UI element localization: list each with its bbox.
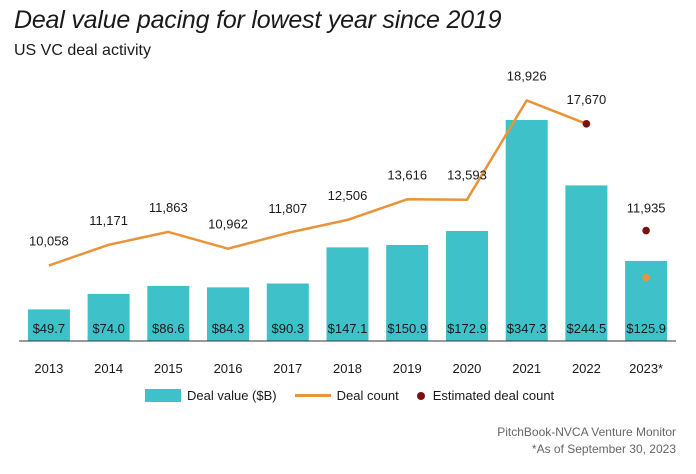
line-value-label: 13,593 xyxy=(447,168,487,183)
legend-bar-swatch xyxy=(145,389,181,402)
bar-2018 xyxy=(326,247,369,341)
bar-2021 xyxy=(505,120,548,341)
x-tick-label: 2019 xyxy=(393,361,422,376)
estimated-value-label: 11,935 xyxy=(627,201,666,216)
estimated-dot xyxy=(642,226,650,235)
bar-2015 xyxy=(147,285,190,341)
current-dot xyxy=(642,273,650,282)
legend-item-deal-count: Deal count xyxy=(294,388,399,403)
line-value-label: 10,058 xyxy=(29,234,69,249)
x-tick-label: 2023* xyxy=(629,361,663,376)
chart-legend: Deal value ($B) Deal count Estimated dea… xyxy=(145,388,572,403)
bar-value-label: $147.1 xyxy=(328,321,368,336)
line-value-label: 12,506 xyxy=(328,188,368,203)
bar-value-label: $84.3 xyxy=(212,321,245,336)
legend-dot-swatch xyxy=(416,391,425,400)
x-tick-label: 2014 xyxy=(94,361,123,376)
legend-label-deal-value: Deal value ($B) xyxy=(187,388,277,403)
x-tick-label: 2013 xyxy=(34,361,63,376)
bar-2020 xyxy=(446,231,488,341)
source-note: PitchBook-NVCA Venture Monitor *As of Se… xyxy=(497,424,676,458)
chart-title: Deal value pacing for lowest year since … xyxy=(14,6,502,34)
legend-label-estimated: Estimated deal count xyxy=(432,388,555,403)
line-value-label: 18,926 xyxy=(507,68,547,83)
bar-2014 xyxy=(87,293,130,341)
estimated-dot xyxy=(582,120,591,128)
deal-count-line xyxy=(48,99,587,267)
legend-line-swatch xyxy=(294,394,331,397)
bar-value-label: $125.9 xyxy=(626,321,666,336)
line-value-label: 13,616 xyxy=(387,167,427,182)
x-tick-label: 2020 xyxy=(452,361,481,376)
bar-value-label: $172.9 xyxy=(447,321,487,336)
bar-value-label: $90.3 xyxy=(271,321,304,336)
legend-label-deal-count: Deal count xyxy=(336,388,399,403)
line-value-label: 17,670 xyxy=(567,92,607,107)
bar-value-label: $74.0 xyxy=(92,321,125,336)
bar-2013 xyxy=(27,309,70,341)
chart-subtitle: US VC deal activity xyxy=(14,42,151,59)
bar-2019 xyxy=(386,245,429,341)
footnote-text: *As of September 30, 2023 xyxy=(531,442,676,456)
x-tick-label: 2022 xyxy=(572,361,601,376)
x-tick-label: 2021 xyxy=(512,361,541,376)
legend-item-estimated: Estimated deal count xyxy=(416,388,555,403)
line-value-label: 11,171 xyxy=(89,213,128,228)
bar-2017 xyxy=(266,283,309,341)
x-tick-label: 2018 xyxy=(333,361,362,376)
legend-item-deal-value: Deal value ($B) xyxy=(145,388,277,403)
bar-2022 xyxy=(565,185,608,341)
line-value-label: 11,863 xyxy=(149,200,188,215)
source-text: PitchBook-NVCA Venture Monitor xyxy=(497,425,676,439)
bar-value-label: $244.5 xyxy=(567,321,607,336)
bar-2016 xyxy=(207,287,249,341)
line-value-label: 11,807 xyxy=(268,201,307,216)
x-tick-label: 2017 xyxy=(273,361,302,376)
bar-value-label: $86.6 xyxy=(152,321,185,336)
bar-value-label: $347.3 xyxy=(507,321,547,336)
x-tick-label: 2015 xyxy=(154,361,183,376)
line-value-label: 10,962 xyxy=(208,217,248,232)
bar-value-label: $49.7 xyxy=(33,321,66,336)
x-tick-label: 2016 xyxy=(214,361,243,376)
bar-value-label: $150.9 xyxy=(387,321,427,336)
